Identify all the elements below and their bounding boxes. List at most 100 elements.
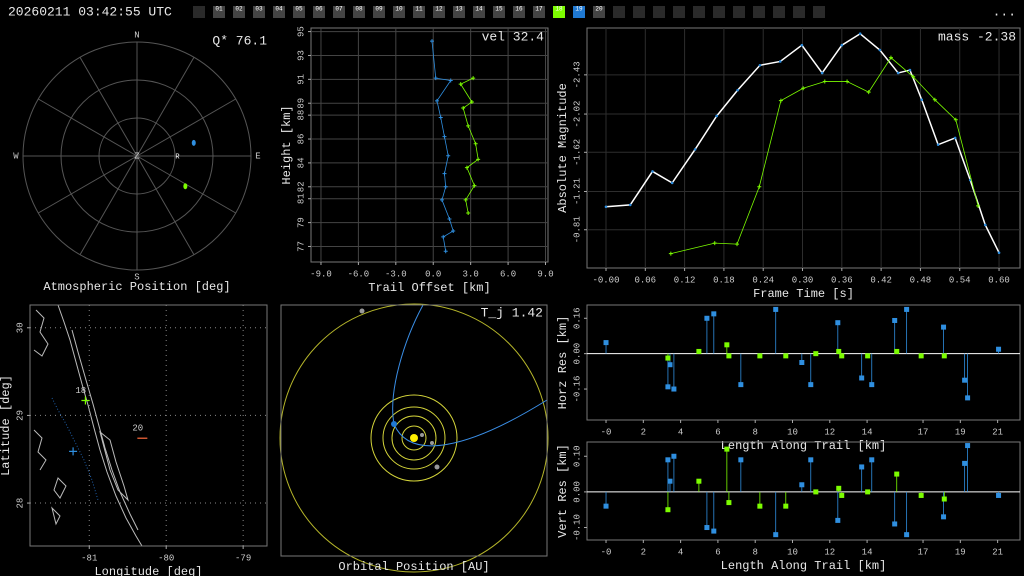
point-marker <box>441 234 446 239</box>
residual-marker <box>667 478 673 484</box>
y-axis-label: Horz Res [km] <box>556 316 570 410</box>
station-box[interactable] <box>493 6 505 18</box>
x-tick-label: 0.54 <box>949 275 971 285</box>
point-marker <box>463 197 468 202</box>
meteor-position <box>183 183 188 190</box>
y-tick-label: -0.16 <box>572 376 582 403</box>
point-marker <box>458 82 463 87</box>
station-box[interactable] <box>393 6 405 18</box>
residual-marker <box>892 521 898 527</box>
residual-marker <box>869 382 875 388</box>
residual-marker <box>724 342 730 348</box>
direction-label: N <box>134 30 139 40</box>
direction-label: S <box>134 272 139 282</box>
station-box[interactable] <box>233 6 245 18</box>
station-marker <box>81 396 90 405</box>
y-axis-label: Vert Res [km] <box>556 444 570 538</box>
station-box[interactable] <box>333 6 345 18</box>
station-box[interactable] <box>553 6 565 18</box>
residual-marker <box>941 496 947 502</box>
station-box[interactable] <box>413 6 425 18</box>
residual-marker <box>835 320 841 326</box>
point-marker <box>443 249 448 254</box>
station-slot <box>773 6 785 18</box>
x-tick-label: 0.12 <box>674 275 696 285</box>
station-label: 02 <box>235 6 243 13</box>
station-slot <box>633 6 645 18</box>
station-box[interactable] <box>273 6 285 18</box>
x-tick-label: 0.24 <box>752 275 774 285</box>
plot-frame <box>310 27 549 263</box>
residual-marker <box>865 353 871 359</box>
station-box[interactable] <box>253 6 265 18</box>
point-marker <box>604 205 608 209</box>
station-box[interactable] <box>453 6 465 18</box>
zenith-label: Z <box>134 151 140 161</box>
x-tick-label: 0.30 <box>792 275 814 285</box>
residual-marker <box>783 353 789 359</box>
x-tick-label: 2 <box>641 547 646 557</box>
x-tick-label: 0.36 <box>831 275 853 285</box>
residual-marker <box>865 489 871 495</box>
x-tick-label: 19 <box>955 427 966 437</box>
y-tick-label: -0.81 <box>572 216 582 243</box>
y-axis-label: Absolute Magnitude <box>556 83 570 213</box>
point-marker <box>693 148 697 151</box>
residual-marker <box>704 525 710 531</box>
station-label: 10 <box>395 6 403 13</box>
y-tick-label: 0.00 <box>572 481 582 503</box>
residual-marker <box>665 355 671 361</box>
station-label: 07 <box>335 6 343 13</box>
y-tick-label: 77 <box>296 241 306 252</box>
station-box[interactable] <box>293 6 305 18</box>
station-label: 20 <box>132 424 143 434</box>
point-marker <box>757 184 762 189</box>
y-tick-label: 0.00 <box>572 343 582 365</box>
point-marker <box>442 134 447 139</box>
polar-spoke <box>79 57 138 157</box>
station-box[interactable] <box>593 6 605 18</box>
polar-spoke <box>38 155 138 214</box>
y-tick-label: 88 <box>296 110 306 121</box>
point-marker <box>801 86 806 91</box>
station-box[interactable] <box>473 6 485 18</box>
x-tick-label: 21 <box>992 547 1003 557</box>
residual-marker <box>836 348 842 354</box>
station-box[interactable] <box>313 6 325 18</box>
station-box[interactable] <box>433 6 445 18</box>
station-box[interactable] <box>373 6 385 18</box>
station-label: 11 <box>415 6 423 13</box>
station-box[interactable] <box>513 6 525 18</box>
series-line <box>670 57 979 255</box>
x-tick-label: 0.06 <box>634 275 656 285</box>
residual-marker <box>726 353 732 359</box>
point-marker <box>976 203 981 208</box>
residual-marker <box>894 348 900 354</box>
point-marker <box>461 105 466 110</box>
menu-button[interactable]: ... <box>993 4 1016 19</box>
station-slot <box>193 6 205 18</box>
point-marker <box>878 48 882 52</box>
point-marker <box>433 76 438 81</box>
point-marker <box>651 170 654 173</box>
x-tick-label: 14 <box>862 427 873 437</box>
station-box[interactable] <box>213 6 225 18</box>
point-marker <box>840 43 844 47</box>
residual-marker <box>704 315 710 321</box>
point-marker <box>712 241 717 246</box>
point-marker <box>953 136 957 140</box>
x-axis-label: Frame Time [s] <box>753 287 854 301</box>
chart-title: Orbital Position [AU] <box>338 560 489 574</box>
point-marker <box>866 90 871 95</box>
x-tick-label: -9.0 <box>310 269 332 279</box>
station-label: 08 <box>355 6 363 13</box>
station-box[interactable] <box>573 6 585 18</box>
station-box[interactable] <box>353 6 365 18</box>
point-marker <box>466 123 471 128</box>
station-box[interactable] <box>533 6 545 18</box>
y-tick-label: -2.02 <box>572 101 582 128</box>
residual-marker <box>665 507 671 513</box>
point-marker <box>888 55 893 60</box>
annotation: mass -2.38 <box>938 29 1016 44</box>
residual-marker <box>696 348 702 354</box>
